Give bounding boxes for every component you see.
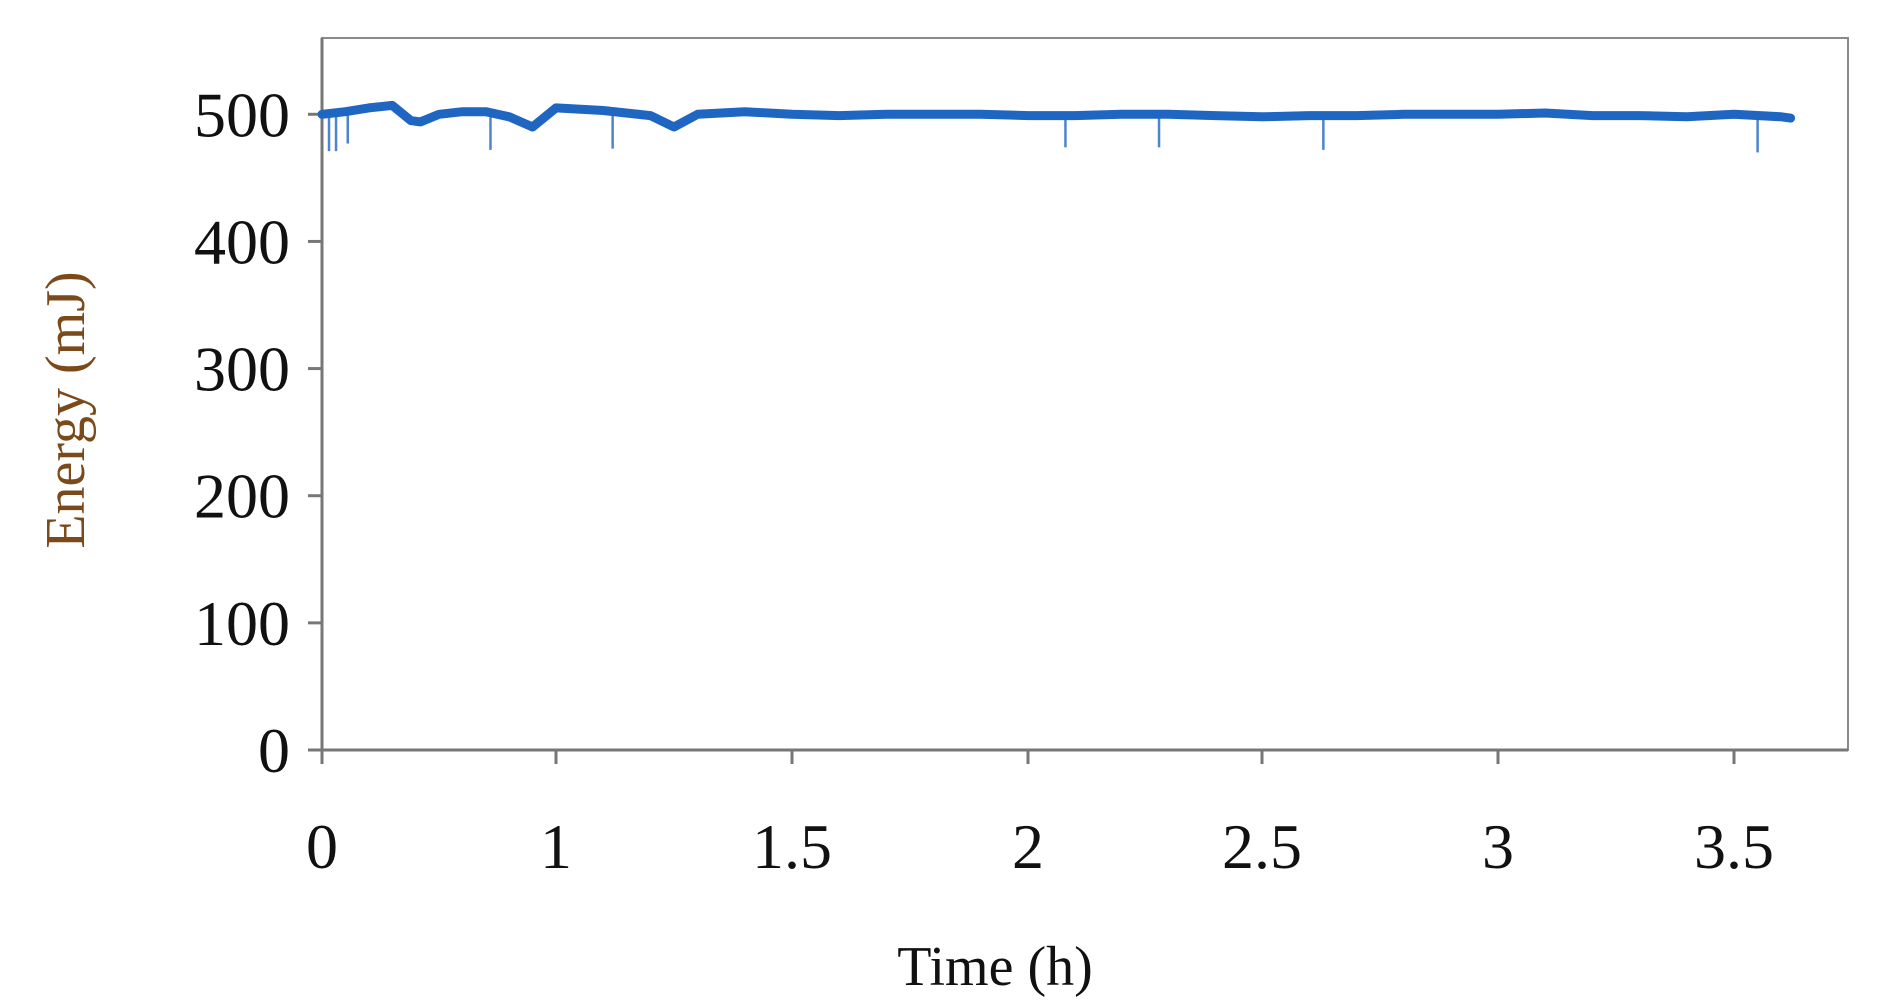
series-point xyxy=(646,111,655,120)
series-point xyxy=(1588,111,1597,120)
series-point xyxy=(693,110,702,119)
series-point xyxy=(1399,110,1408,119)
series-point xyxy=(388,101,397,110)
series-point xyxy=(882,110,891,119)
series-point xyxy=(1024,111,1032,120)
series-point xyxy=(1446,110,1455,119)
x-tick-label: 1 xyxy=(540,811,572,882)
series-point xyxy=(1117,110,1126,119)
series-point xyxy=(1494,110,1502,119)
series-point xyxy=(481,107,490,116)
series-point xyxy=(788,110,796,119)
x-tick-label: 3.5 xyxy=(1694,811,1774,882)
series-point xyxy=(458,107,467,116)
y-tick-label: 0 xyxy=(258,715,290,786)
series-point xyxy=(1352,111,1361,120)
series-layer xyxy=(317,100,1796,153)
series-point xyxy=(1635,111,1644,120)
series-point xyxy=(1777,112,1786,121)
series-point xyxy=(1786,114,1795,123)
x-tick-label: 2.5 xyxy=(1222,811,1302,882)
series-point xyxy=(364,103,373,112)
series-point xyxy=(1258,112,1266,121)
series-point xyxy=(976,110,985,119)
y-tick-label: 200 xyxy=(194,461,290,532)
plot-area-frame xyxy=(321,37,1849,751)
series-point xyxy=(1541,109,1550,117)
series-point xyxy=(406,116,415,125)
x-tick-label: 3 xyxy=(1482,811,1514,882)
y-tick-label: 400 xyxy=(194,206,290,277)
series-point xyxy=(318,110,326,119)
y-tick-label: 500 xyxy=(194,79,290,150)
series-point xyxy=(435,110,443,119)
series-point xyxy=(1070,111,1079,120)
series-point xyxy=(1164,110,1173,119)
series-point xyxy=(835,111,844,120)
x-tick-label: 0 xyxy=(306,811,338,882)
y-axis-title: Energy (mJ) xyxy=(35,271,97,548)
series-point xyxy=(599,106,608,115)
series-point xyxy=(528,123,537,131)
y-tick-label: 300 xyxy=(194,334,290,405)
series-line xyxy=(317,100,1796,132)
series-point xyxy=(740,107,749,116)
series-point xyxy=(341,107,350,116)
series-point xyxy=(416,117,425,126)
series-point xyxy=(1305,111,1314,120)
y-tick-label: 100 xyxy=(194,588,290,659)
y-axis-ticks: 0 100 200 300 400 500 xyxy=(194,79,322,786)
series-point xyxy=(670,123,678,131)
x-axis-ticks: 0 1 1.5 2 2.5 3 3.5 xyxy=(306,750,1774,882)
series-point xyxy=(552,103,560,112)
x-axis-title: Time (h) xyxy=(897,936,1093,998)
x-tick-label: 1.5 xyxy=(752,811,832,882)
series-point xyxy=(1682,112,1691,121)
series-point xyxy=(1730,110,1738,119)
series-point xyxy=(1211,111,1220,120)
series-point xyxy=(929,110,938,119)
series-point xyxy=(505,112,514,121)
x-tick-label: 2 xyxy=(1012,811,1044,882)
